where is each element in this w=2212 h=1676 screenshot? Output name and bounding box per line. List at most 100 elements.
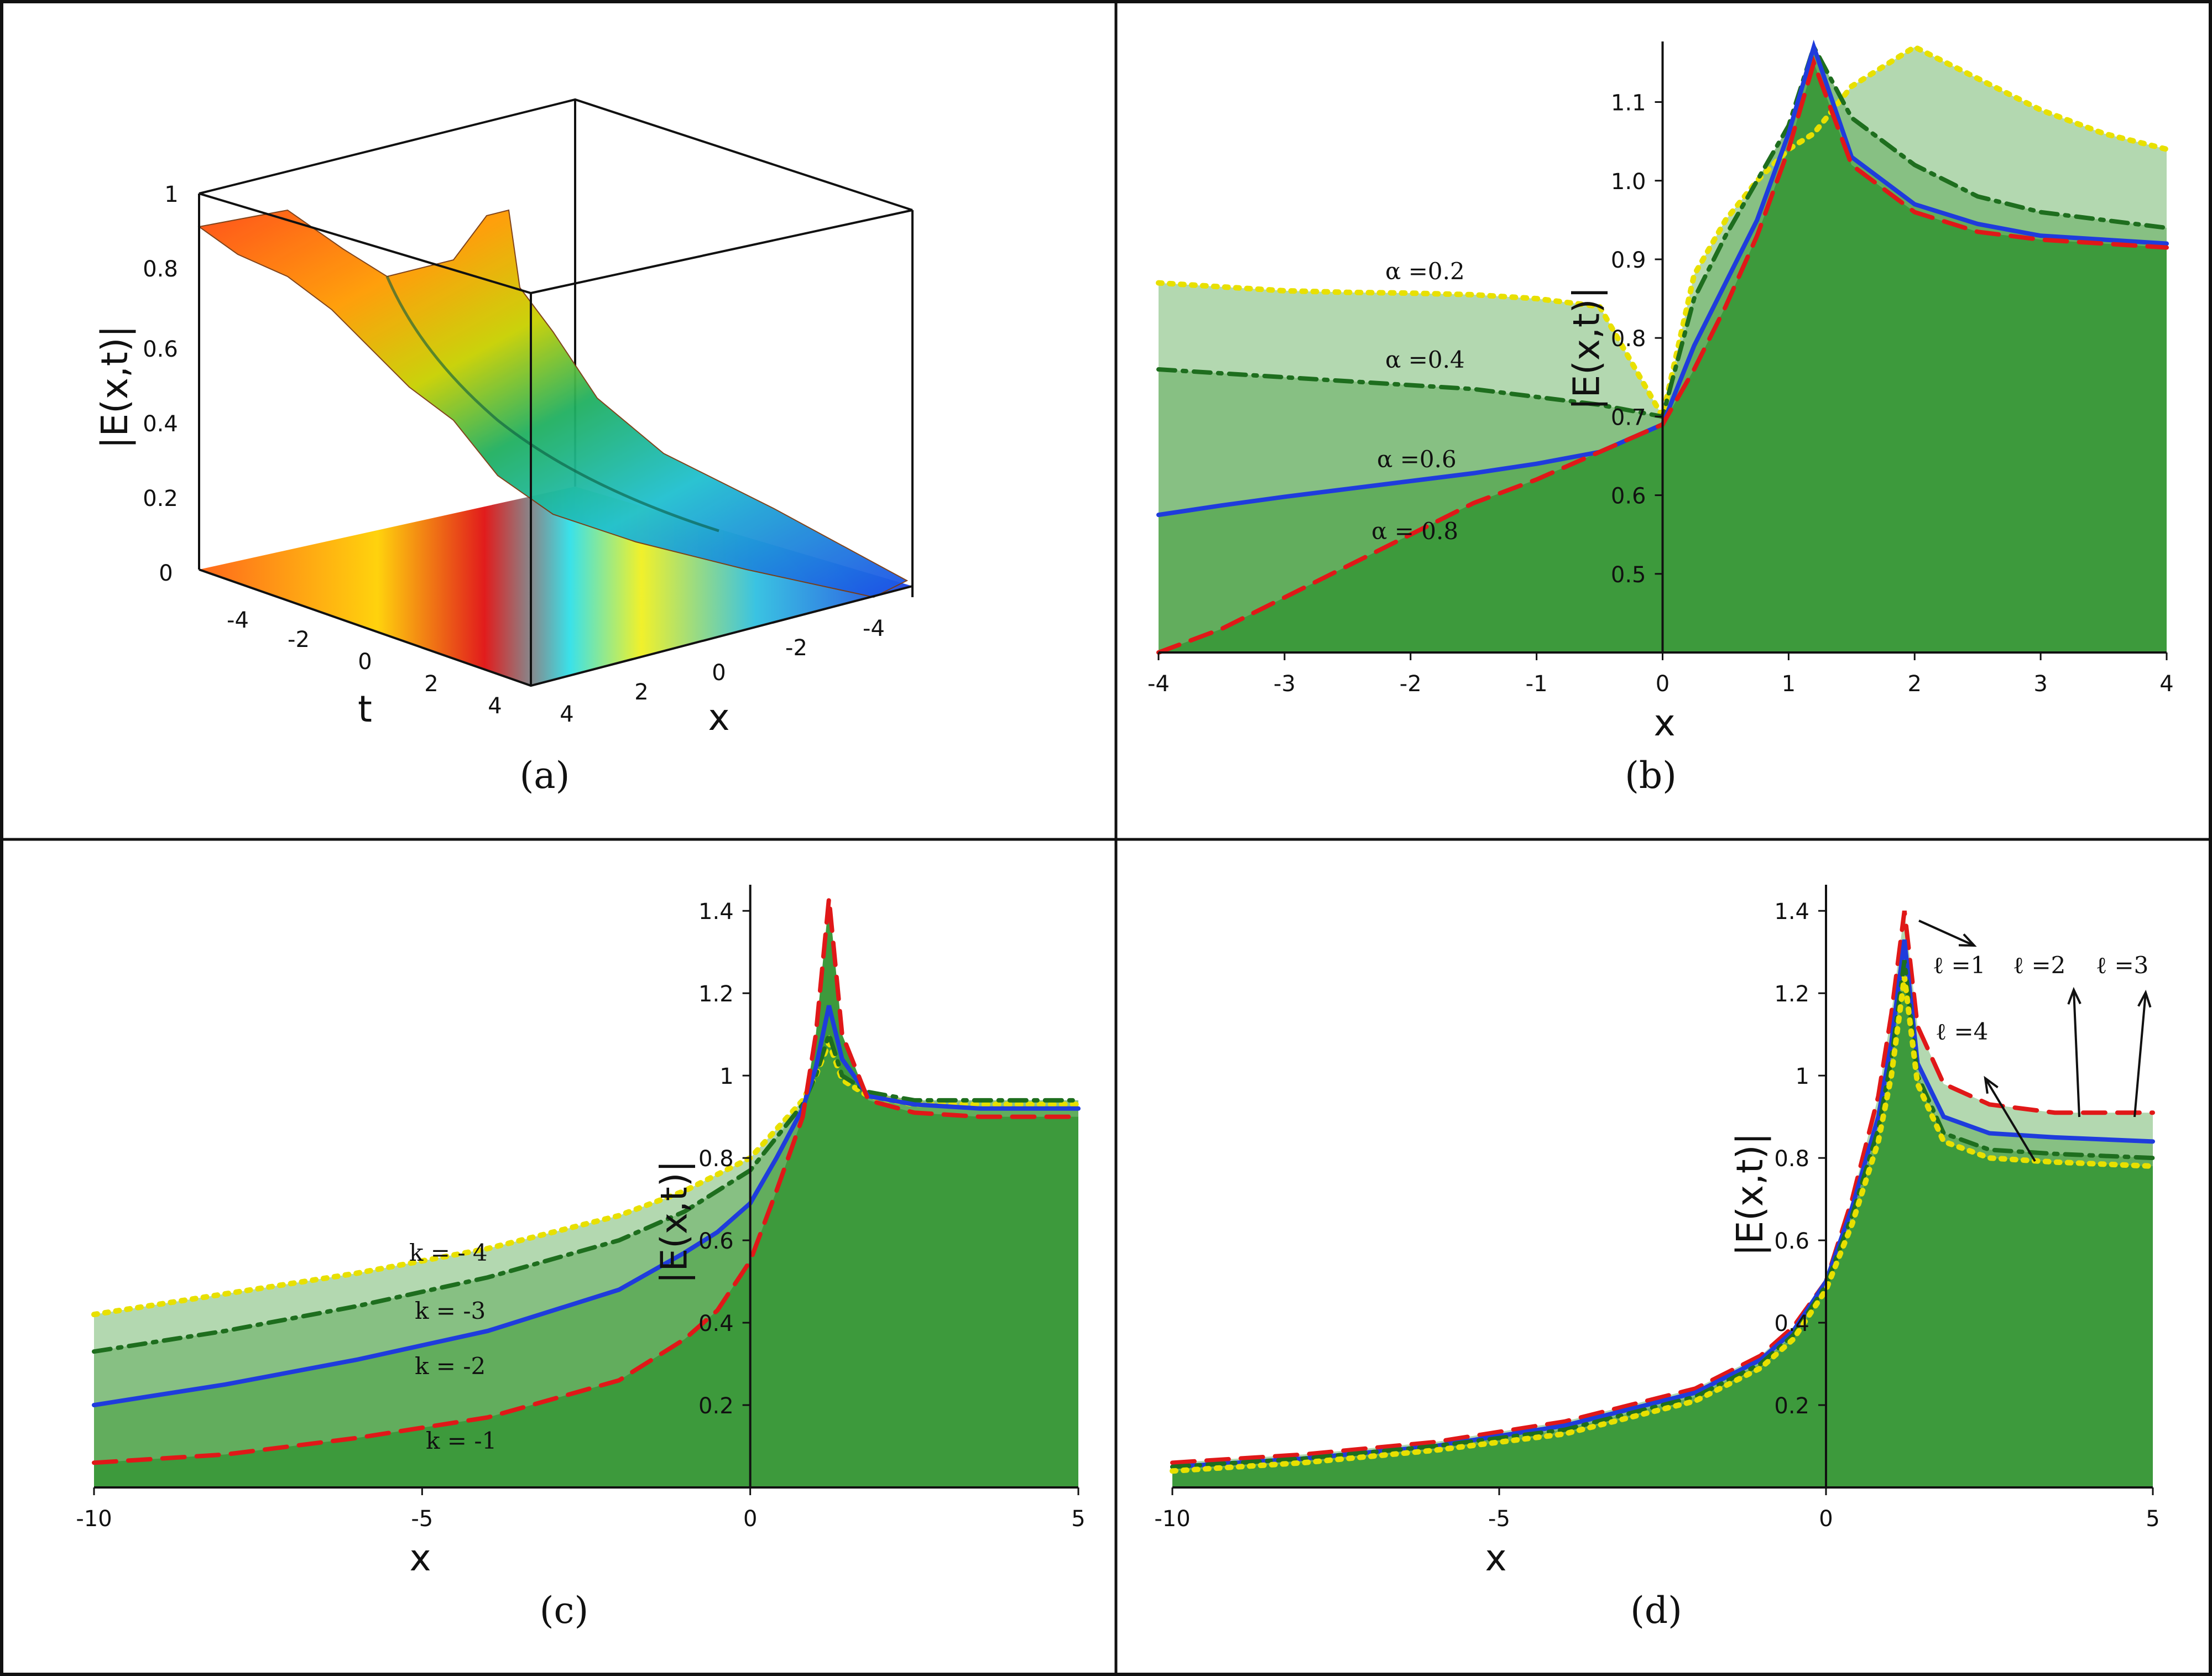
panel-c-ytick-5: 1.2	[698, 981, 734, 1007]
panel-b-ytick-6: 1.1	[1611, 91, 1646, 116]
panel-b-xtick-7: 3	[2033, 671, 2047, 697]
a-ttick-2: 0	[358, 649, 372, 675]
panel-d-ytick-3: 0.8	[1774, 1146, 1809, 1172]
panel-d-ytick-6: 1.4	[1774, 899, 1809, 925]
panel-b-ytick-5: 1.0	[1611, 169, 1646, 195]
panel-d-ylabel: |E(x,t)|	[1729, 1132, 1771, 1256]
panel-b-xtick-6: 2	[1908, 671, 1922, 697]
panel-d-xtick-0: -10	[1154, 1506, 1190, 1532]
a-ttick-1: -2	[288, 627, 310, 652]
panel-b-ytick-2: 0.7	[1611, 405, 1646, 430]
panel-d-ytick-0: 0.2	[1774, 1393, 1809, 1419]
a-xtick-0: 4	[560, 702, 573, 727]
panel-c-ytick-1: 0.4	[698, 1311, 734, 1336]
panel-d-arrowhead-0	[1958, 933, 1977, 947]
panel-c-xtick-3: 5	[1071, 1506, 1085, 1532]
panel-d-xtick-1: -5	[1488, 1506, 1510, 1532]
panel-d-arrowhead-1	[2067, 986, 2081, 1005]
panel-c-ylabel: |E(x,t)|	[653, 1160, 696, 1284]
a-caption: (a)	[520, 754, 570, 797]
a-xtick-1: 2	[634, 680, 648, 705]
panel-c-curve-2	[92, 1005, 1081, 1408]
panel-c-series-label-3: k = -1	[426, 1427, 497, 1454]
a-ttick-0: -4	[227, 608, 249, 633]
a-tlabel: t	[358, 688, 372, 730]
panel-d-xlabel: x	[1485, 1537, 1506, 1579]
panel-b-ytick-1: 0.6	[1611, 484, 1646, 509]
panel-b-xtick-0: -4	[1147, 671, 1170, 697]
panel-b-ytick-3: 0.8	[1611, 326, 1646, 352]
panel-b-xtick-1: -3	[1274, 671, 1296, 697]
panel-b-curve-3	[1156, 55, 2169, 655]
panel-d-arrowhead-3	[1984, 1075, 1999, 1094]
panel-b-xtick-2: -2	[1400, 671, 1422, 697]
panel-c-xtick-2: 0	[743, 1506, 757, 1532]
panel-d-curve-2	[1170, 960, 2155, 1469]
panel-c-xlabel: x	[409, 1537, 431, 1579]
panel-b-curve-2	[1156, 39, 2169, 518]
panel-b-curve-1	[1156, 41, 2169, 419]
panel-d-area-3	[1172, 977, 2153, 1487]
panel-d: -10 -5 0 5 0.2 0.4 0.6 0.8 1 1.2 1.4 x |E(x,t)| (d) ℓ …	[1154, 885, 2160, 1632]
panel-d-series-label-0: ℓ =1	[1933, 952, 1985, 979]
surface-mesh	[197, 209, 909, 598]
panel-b-series-label-3: α = 0.8	[1371, 518, 1458, 545]
panel-b-xlabel: x	[1653, 702, 1675, 744]
panel-c-curve-3	[92, 898, 1081, 1465]
a-ztick-0: 0	[159, 561, 173, 586]
panel-d-ytick-4: 1	[1796, 1064, 1809, 1089]
panel-b-caption: (b)	[1625, 754, 1677, 797]
panel-d-arrow-3	[1984, 1077, 2036, 1162]
panel-b-xtick-3: -1	[1526, 671, 1548, 697]
panel-c-ytick-2: 0.6	[698, 1229, 734, 1254]
a-xtick-3: -2	[785, 635, 807, 661]
panel-d-xtick-3: 5	[2146, 1506, 2159, 1532]
panel-b-series-label-1: α =0.4	[1385, 346, 1465, 373]
a-xtick-2: 0	[712, 660, 726, 686]
panel-d-series-label-3: ℓ =4	[1936, 1018, 1988, 1045]
panel-c-xtick-1: -5	[411, 1506, 433, 1532]
panel-d-arrow-2	[2133, 992, 2147, 1118]
panel-b-ytick-4: 0.9	[1611, 248, 1646, 273]
a-ztick-1: 0.2	[143, 486, 178, 511]
surface-ridge	[385, 276, 719, 532]
a-xlabel: x	[708, 696, 729, 739]
panel-d-caption: (d)	[1630, 1589, 1682, 1632]
a-zlabel: |E(x,t)|	[93, 325, 136, 449]
a-ztick-5: 1	[164, 182, 178, 207]
panel-b-curve-0	[1156, 44, 2169, 425]
panel-c: -10 -5 0 5 0.2 0.4 0.6 0.8 1 1.2 1.4 x |E(x,t)| (c) k …	[76, 885, 1086, 1632]
panel-b-series-label-0: α =0.2	[1385, 258, 1465, 285]
a-ztick-2: 0.4	[143, 411, 178, 437]
panel-c-ytick-0: 0.2	[698, 1393, 734, 1419]
panel-d-curve-3	[1170, 976, 2156, 1474]
panel-b-xtick-5: 1	[1782, 671, 1796, 697]
panel-c-series-label-1: k = -3	[415, 1297, 486, 1324]
panel-d-xtick-2: 0	[1819, 1506, 1833, 1532]
a-ttick-4: 4	[488, 693, 502, 719]
panel-c-series-label-0: k = - 4	[409, 1239, 488, 1266]
panel-d-arrow-1	[2073, 989, 2080, 1118]
panel-d-arrowhead-2	[2137, 989, 2152, 1008]
panel-c-ytick-6: 1.4	[698, 899, 734, 925]
panel-d-curve-1	[1170, 939, 2155, 1469]
panel-d-ytick-1: 0.4	[1774, 1311, 1809, 1336]
panel-c-ytick-3: 0.8	[698, 1146, 734, 1172]
panel-b-ytick-0: 0.5	[1611, 562, 1646, 588]
a-ztick-4: 0.8	[143, 257, 178, 282]
panel-d-arrow-0	[1918, 920, 1975, 947]
panel-c-xtick-0: -10	[76, 1506, 112, 1532]
panel-c-curve-1	[92, 1027, 1081, 1354]
panel-b-xtick-8: 4	[2159, 671, 2173, 697]
panel-d-curve-0	[1170, 910, 2155, 1465]
panel-b-xtick-4: 0	[1656, 671, 1670, 697]
a-xtick-4: -4	[863, 616, 885, 641]
panel-d-ytick-5: 1.2	[1774, 981, 1809, 1007]
panel-d-series-label-1: ℓ =2	[2013, 952, 2065, 979]
panel-b-series-label-2: α =0.6	[1377, 446, 1457, 473]
panel-d-series-label-2: ℓ =3	[2096, 952, 2148, 979]
box-bottom-edges	[199, 568, 913, 687]
panel-b: -4 -3 -2 -1 0 1 2 3 4 0.5 0.6 0.7 0.8 0.9 1.0 1.1 x |E(x,…	[1147, 39, 2174, 797]
a-ztick-3: 0.6	[143, 337, 178, 362]
